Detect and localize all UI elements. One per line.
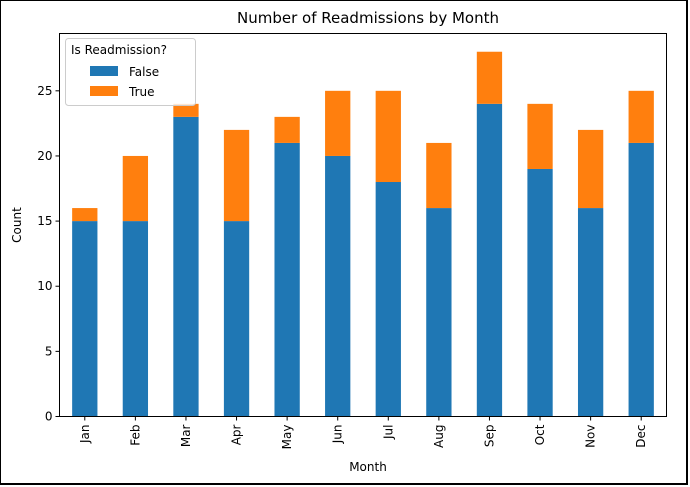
x-tick-label-jul: Jul: [381, 425, 395, 440]
bars-group: [72, 51, 654, 417]
bar-dec-false: [628, 142, 654, 417]
legend-title: Is Readmission?: [71, 43, 167, 57]
x-tick-label-aug: Aug: [432, 425, 446, 448]
bar-mar-true: [173, 103, 199, 117]
bar-mar-false: [173, 116, 199, 417]
y-axis-ticks: 0 5 10 15 20 25: [37, 84, 60, 424]
x-tick-label-apr: Apr: [230, 424, 244, 445]
bar-aug-false: [426, 208, 452, 417]
bar-feb-false: [122, 221, 149, 417]
y-tick-label: 25: [37, 84, 52, 98]
bar-jul-true: [375, 90, 401, 183]
x-tick-label-jan: Jan: [78, 425, 92, 445]
y-tick-label: 15: [37, 214, 52, 228]
x-tick-label-jun: Jun: [331, 425, 345, 445]
bar-may-false: [274, 142, 300, 417]
bar-sep-true: [476, 51, 503, 104]
bar-jan-true: [72, 208, 98, 222]
y-axis-title: Count: [10, 207, 24, 243]
bar-oct-true: [527, 103, 553, 169]
plot-area-border: [59, 33, 667, 417]
legend-label-true: True: [128, 85, 155, 99]
bar-jan-false: [72, 221, 98, 417]
x-tick-label-nov: Nov: [584, 425, 598, 448]
bar-aug-true: [426, 142, 452, 209]
legend-swatch-true: [90, 86, 118, 96]
bar-nov-false: [577, 208, 604, 417]
y-tick-label: 20: [37, 149, 52, 163]
bar-may-true: [274, 116, 300, 143]
x-tick-label-mar: Mar: [179, 424, 193, 447]
y-tick-label: 0: [45, 410, 53, 424]
bar-jul-false: [375, 182, 401, 417]
bar-oct-false: [527, 168, 553, 417]
legend-swatch-false: [90, 66, 118, 76]
bar-jun-true: [325, 90, 351, 156]
bar-nov-true: [577, 129, 604, 209]
x-tick-label-oct: Oct: [533, 424, 547, 445]
bar-sep-false: [476, 103, 503, 417]
bar-apr-true: [223, 129, 250, 222]
x-tick-label-feb: Feb: [128, 425, 142, 446]
chart-title: Number of Readmissions by Month: [237, 9, 499, 27]
legend-label-false: False: [129, 65, 159, 79]
bar-dec-true: [628, 90, 654, 143]
x-axis-title: Month: [349, 460, 387, 474]
y-tick-label: 5: [45, 344, 53, 358]
x-tick-label-may: May: [280, 425, 294, 450]
bar-apr-false: [223, 221, 250, 417]
bar-jun-false: [325, 155, 351, 417]
x-axis-ticks: Jan Feb Mar Apr May Jun Jul Aug Sep Oct Nov Dec: [78, 416, 648, 450]
x-tick-label-sep: Sep: [482, 425, 496, 448]
y-tick-label: 10: [37, 279, 52, 293]
bar-feb-true: [122, 155, 149, 222]
x-tick-label-dec: Dec: [634, 425, 648, 448]
legend: Is Readmission? False True: [65, 38, 196, 106]
